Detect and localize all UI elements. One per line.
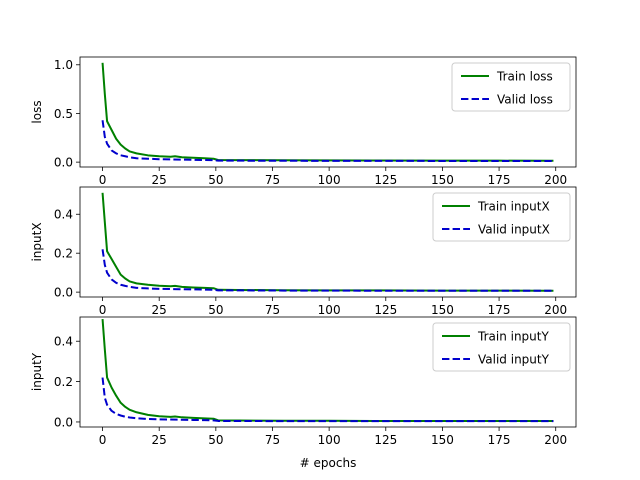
y-axis-title: loss	[30, 100, 44, 123]
y-tick-label: 0.2	[54, 246, 73, 260]
x-tick-label: 150	[431, 173, 454, 187]
x-tick-label: 150	[431, 303, 454, 317]
x-tick-label: 150	[431, 433, 454, 447]
legend-label: Train inputY	[477, 329, 549, 343]
y-tick-label: 0.0	[54, 285, 73, 299]
series-line-train-inputx	[101, 192, 554, 292]
legend: Train loss Valid loss	[451, 62, 571, 112]
x-tick-label: 175	[488, 433, 511, 447]
series-line-valid-inputx	[101, 249, 554, 292]
y-tick-label: 0.5	[54, 107, 73, 121]
axes-frame	[79, 316, 577, 428]
x-tick-label: 0	[99, 303, 107, 317]
y-axis-title: inputY	[30, 352, 44, 391]
x-tick-label: 75	[265, 433, 280, 447]
series-line-valid-inputy	[101, 377, 554, 423]
x-tick-label: 50	[208, 173, 223, 187]
axes-frame	[79, 186, 577, 298]
x-tick-label: 100	[318, 303, 341, 317]
x-tick-label: 125	[374, 303, 397, 317]
x-tick-label: 0	[99, 433, 107, 447]
x-tick-label: 25	[152, 433, 167, 447]
x-axis-title: # epochs	[300, 456, 357, 470]
x-tick-label: 25	[152, 173, 167, 187]
subplot-loss: 0 25 50 75 100 125 150 175 200 0.0 0.5 1.0 loss Train…	[30, 56, 577, 187]
x-tick-label: 50	[208, 433, 223, 447]
series-line-valid-loss	[101, 120, 554, 162]
legend: Train inputX Valid inputX	[432, 192, 571, 242]
y-tick-label: 0.0	[54, 155, 73, 169]
legend-label: Valid inputY	[478, 352, 550, 366]
x-tick-label: 75	[265, 303, 280, 317]
subplot-inputX: 0 25 50 75 100 125 150 175 200 0.0 0.2 0.4 inputX Tra…	[30, 186, 577, 317]
x-tick-label: 200	[544, 433, 567, 447]
legend-label: Valid inputX	[478, 222, 550, 236]
y-tick-label: 0.4	[54, 335, 73, 349]
legend: Train inputY Valid inputY	[432, 322, 571, 372]
axes-frame	[79, 56, 577, 168]
legend-label: Train inputX	[477, 199, 550, 213]
y-axis-title: inputX	[30, 222, 44, 261]
y-tick-label: 0.0	[54, 415, 73, 429]
x-tick-label: 200	[544, 303, 567, 317]
legend-label: Train loss	[496, 69, 553, 83]
x-tick-label: 50	[208, 303, 223, 317]
x-tick-label: 25	[152, 303, 167, 317]
y-tick-label: 1.0	[54, 58, 73, 72]
x-tick-label: 75	[265, 173, 280, 187]
series-line-train-inputy	[101, 318, 554, 422]
x-tick-label: 100	[318, 433, 341, 447]
x-tick-label: 175	[488, 173, 511, 187]
y-tick-label: 0.4	[54, 208, 73, 222]
legend-label: Valid loss	[497, 92, 553, 106]
y-tick-label: 0.2	[54, 375, 73, 389]
subplot-inputY: 0 25 50 75 100 125 150 175 200 0.0 0.2 0.4 inputY # e…	[30, 316, 577, 470]
x-tick-label: 125	[374, 433, 397, 447]
x-tick-label: 0	[99, 173, 107, 187]
x-tick-label: 200	[544, 173, 567, 187]
x-tick-label: 175	[488, 303, 511, 317]
x-tick-label: 125	[374, 173, 397, 187]
x-tick-label: 100	[318, 173, 341, 187]
